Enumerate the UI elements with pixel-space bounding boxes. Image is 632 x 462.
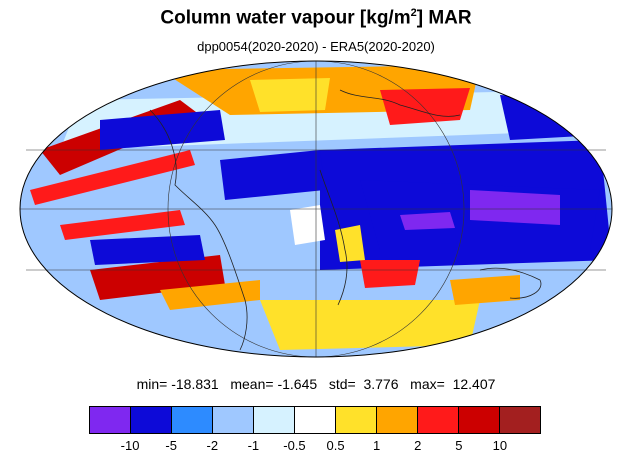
colorbar-swatch xyxy=(418,407,459,433)
map-border xyxy=(19,60,613,358)
colorbar-tick-label: -10 xyxy=(120,438,140,453)
chart-subtitle: dpp0054(2020-2020) - ERA5(2020-2020) xyxy=(197,39,435,54)
stat-min: -18.831 xyxy=(171,376,219,392)
colorbar-tick-label: 5 xyxy=(455,438,463,453)
colorbar-tick-label: 2 xyxy=(414,438,422,453)
colorbar-swatch xyxy=(459,407,500,433)
colorbar-swatch xyxy=(213,407,254,433)
colorbar-swatch xyxy=(336,407,377,433)
colorbar-tick-label: -5 xyxy=(165,438,177,453)
colorbar xyxy=(89,406,541,434)
colorbar-swatch xyxy=(295,407,336,433)
colorbar-tick-label: 1 xyxy=(373,438,381,453)
colorbar-ticks: -10 -5 -2 -1 -0.5 0.5 1 2 5 10 xyxy=(0,438,632,458)
colorbar-swatch xyxy=(500,407,540,433)
colorbar-tick-label: 10 xyxy=(492,438,508,453)
stat-mean: -1.645 xyxy=(277,376,318,392)
colorbar-tick-label: -2 xyxy=(206,438,219,453)
colorbar-swatch xyxy=(254,407,295,433)
colorbar-swatch xyxy=(172,407,213,433)
title-tail: ] MAR xyxy=(416,7,472,29)
coastlines xyxy=(149,89,542,351)
colorbar-tick-label: -1 xyxy=(247,438,260,453)
colorbar-tick-label: -0.5 xyxy=(283,438,306,453)
chart-title: Column water vapour [kg/m2] MAR xyxy=(0,7,632,29)
colorbar-swatch xyxy=(131,407,172,433)
colorbar-swatch xyxy=(377,407,418,433)
title-sup: 2 xyxy=(410,7,417,19)
stat-std: 3.776 xyxy=(363,376,399,392)
colorbar-swatch xyxy=(90,407,131,433)
water-vapour-field xyxy=(20,61,612,357)
title-main: Column water vapour [kg/m xyxy=(160,7,411,29)
stats-line: min= -18.831 mean= -1.645 std= 3.776 max… xyxy=(136,376,496,392)
stat-max: 12.407 xyxy=(452,376,496,392)
colorbar-tick-label: 0.5 xyxy=(326,438,345,453)
